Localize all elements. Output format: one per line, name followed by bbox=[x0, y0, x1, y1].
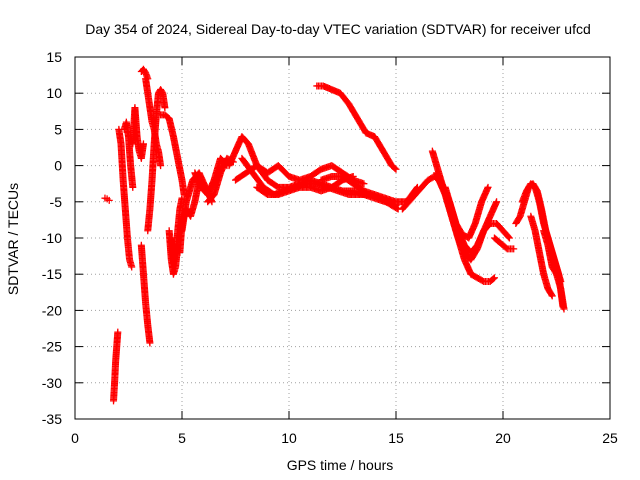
plot-frame bbox=[74, 56, 611, 420]
x-axis-label: GPS time / hours bbox=[287, 457, 394, 473]
data-point bbox=[560, 304, 568, 312]
data-point bbox=[157, 87, 165, 95]
y-tick-label: -15 bbox=[42, 266, 62, 282]
x-tick-label: 10 bbox=[281, 430, 297, 446]
data-point bbox=[348, 173, 356, 181]
data-point bbox=[315, 167, 323, 175]
data-point bbox=[347, 178, 355, 186]
series-t05 bbox=[129, 104, 147, 162]
data-point bbox=[114, 329, 122, 337]
y-tick-label: 10 bbox=[46, 85, 62, 101]
x-tick-label: 15 bbox=[388, 430, 404, 446]
data-point bbox=[489, 275, 497, 283]
x-tick-label: 20 bbox=[495, 430, 511, 446]
y-tick-label: -20 bbox=[42, 302, 62, 318]
y-tick-label: 15 bbox=[46, 49, 62, 65]
series-t28 bbox=[490, 234, 518, 253]
data-point bbox=[240, 170, 248, 178]
series-t06 bbox=[137, 241, 154, 347]
series-t19 bbox=[238, 154, 402, 213]
data-point bbox=[261, 189, 269, 197]
data-point bbox=[378, 145, 386, 153]
series-t15 bbox=[191, 154, 231, 199]
series-t02 bbox=[110, 328, 122, 405]
series-t10 bbox=[157, 111, 188, 199]
series-t32 bbox=[540, 227, 568, 313]
data-point bbox=[505, 233, 513, 241]
data-point bbox=[161, 102, 169, 110]
data-point bbox=[390, 163, 398, 171]
series-t01 bbox=[101, 194, 113, 204]
data-point bbox=[359, 179, 367, 187]
data-point bbox=[488, 276, 496, 284]
data-point bbox=[391, 164, 399, 172]
data-point bbox=[551, 268, 559, 276]
series-t22 bbox=[317, 172, 421, 206]
data-point bbox=[547, 290, 555, 298]
data-point bbox=[139, 141, 147, 149]
x-tick-label: 5 bbox=[178, 430, 186, 446]
data-point bbox=[492, 199, 500, 207]
data-point bbox=[515, 215, 523, 223]
data-point bbox=[140, 67, 148, 75]
data-point bbox=[105, 196, 113, 204]
data-point bbox=[501, 243, 509, 251]
y-tick-label: -5 bbox=[50, 194, 63, 210]
x-tick-label: 0 bbox=[71, 430, 79, 446]
data-point bbox=[504, 232, 512, 240]
series-t27 bbox=[441, 183, 513, 256]
series-t16 bbox=[204, 154, 237, 206]
series-t23 bbox=[398, 172, 443, 213]
data-point bbox=[146, 338, 154, 346]
series-t03 bbox=[115, 125, 136, 271]
y-tick-label: 5 bbox=[54, 121, 62, 137]
data-point bbox=[471, 272, 479, 280]
series-t09 bbox=[144, 86, 169, 235]
series-t04 bbox=[120, 118, 137, 191]
data-point bbox=[127, 262, 135, 270]
data-point bbox=[352, 112, 360, 120]
y-tick-label: -25 bbox=[42, 339, 62, 355]
y-axis-label: SDTVAR / TECUs bbox=[5, 183, 21, 295]
data-point bbox=[129, 182, 137, 190]
data-point bbox=[272, 182, 280, 190]
data-point bbox=[477, 276, 485, 284]
data-points bbox=[101, 65, 568, 405]
data-point bbox=[483, 185, 491, 193]
series-t31 bbox=[527, 212, 556, 300]
chart-title: Day 354 of 2024, Sidereal Day-to-day VTE… bbox=[85, 21, 591, 37]
data-point bbox=[156, 160, 164, 168]
x-tick-label: 25 bbox=[602, 430, 618, 446]
y-tick-label: -30 bbox=[42, 375, 62, 391]
data-point bbox=[393, 204, 401, 212]
series-t21 bbox=[313, 82, 400, 173]
data-point bbox=[548, 291, 556, 299]
y-tick-label: -10 bbox=[42, 230, 62, 246]
y-tick-label: 0 bbox=[54, 158, 62, 174]
data-point bbox=[358, 185, 366, 193]
data-point bbox=[508, 245, 516, 253]
y-tick-label: -35 bbox=[42, 411, 62, 427]
